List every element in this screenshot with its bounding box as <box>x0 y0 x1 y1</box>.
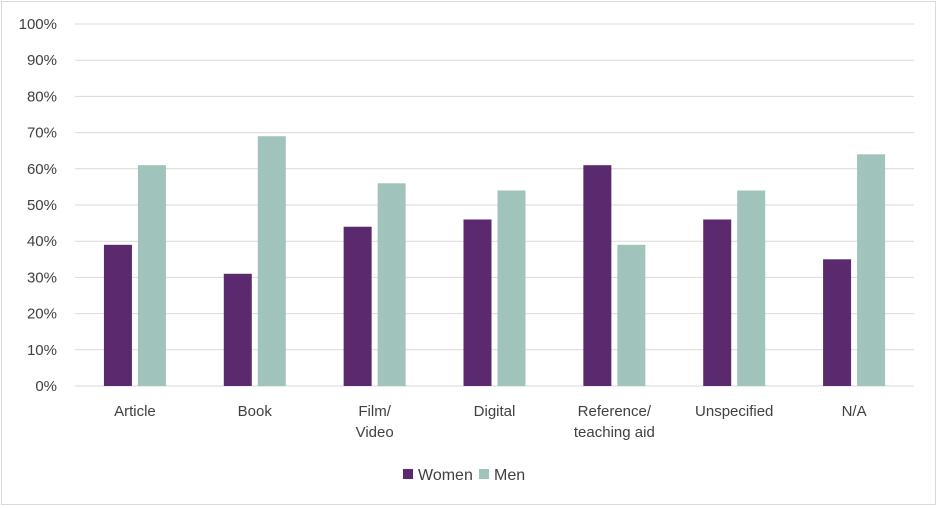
legend: Women Men <box>403 467 525 484</box>
x-category-label: Reference/teaching aid <box>574 403 655 441</box>
x-category-label: Article <box>114 403 156 420</box>
legend-label: Men <box>494 467 525 484</box>
y-tick-label: 50% <box>27 197 57 214</box>
y-tick-label: 70% <box>27 125 57 142</box>
y-tick-label: 90% <box>27 52 57 69</box>
y-tick-label: 10% <box>27 342 57 359</box>
bar-women <box>343 226 372 386</box>
y-tick-label: 30% <box>27 269 57 286</box>
bar-men <box>377 183 406 386</box>
legend-label: Women <box>418 467 473 484</box>
gridlines <box>75 23 914 387</box>
y-tick-label: 0% <box>35 378 57 395</box>
bar-women <box>703 219 732 386</box>
x-category-label: N/A <box>842 403 867 420</box>
bars <box>103 136 886 386</box>
bar-men <box>857 154 886 386</box>
bar-women <box>103 244 132 386</box>
bar-women <box>463 219 492 386</box>
x-category-label: Book <box>238 403 273 420</box>
bar-men <box>497 190 526 386</box>
bar-men <box>137 165 166 386</box>
bar-men <box>737 190 766 386</box>
y-tick-label: 60% <box>27 161 57 178</box>
bar-men <box>257 136 286 386</box>
bar-women <box>223 273 252 386</box>
x-category-label: Unspecified <box>695 403 773 420</box>
x-category-label: Film/Video <box>356 403 394 441</box>
bar-men <box>617 244 646 386</box>
y-tick-label: 40% <box>27 233 57 250</box>
bar-women <box>823 259 852 386</box>
x-axis-categories: Article Book Film/Video Digital Reference/te… <box>114 403 866 441</box>
x-category-label: Digital <box>474 403 516 420</box>
legend-swatch <box>479 469 489 479</box>
bar-women <box>583 165 612 386</box>
y-tick-label: 20% <box>27 306 57 323</box>
y-axis-ticks: 0% 10% 20% 30% 40% 50% 60% 70% 80% 90% 100% <box>19 16 57 395</box>
y-tick-label: 100% <box>19 16 57 33</box>
legend-swatch <box>403 469 413 479</box>
y-tick-label: 80% <box>27 88 57 105</box>
